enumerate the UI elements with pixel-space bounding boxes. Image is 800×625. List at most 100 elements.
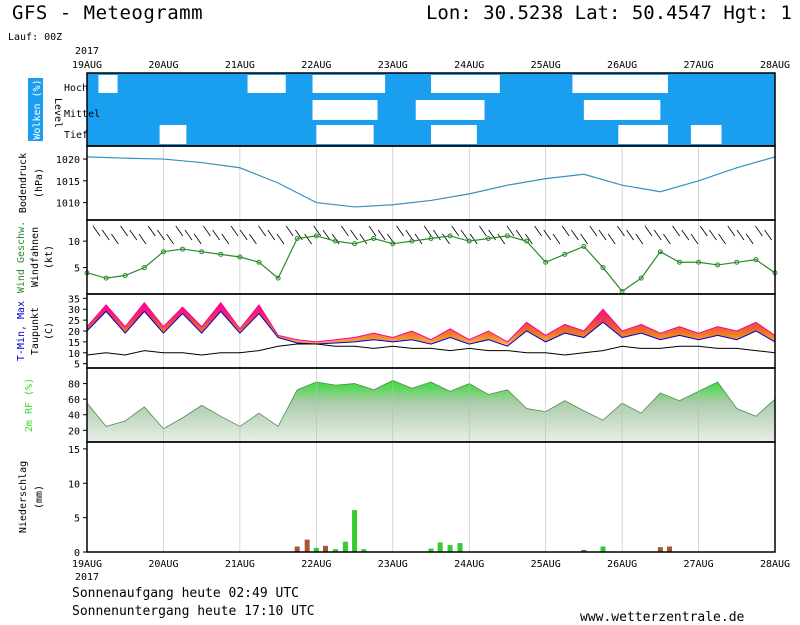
humidity-tick-label: 20 — [68, 426, 80, 437]
wind-barb — [764, 229, 772, 241]
wind-barb — [525, 233, 533, 245]
pressure-unit-label: (hPa) — [34, 168, 45, 198]
wind-speed-line — [86, 235, 776, 293]
wind-barb — [396, 225, 404, 237]
wind-speed-point — [180, 246, 186, 252]
temperature-tick-label: 15 — [68, 338, 80, 349]
cloud-level-axis-label: Level — [52, 98, 63, 128]
wind-speed-point — [676, 259, 682, 265]
wind-barb-axis-label: Windfahnen — [30, 227, 41, 287]
wind-barb — [120, 225, 128, 237]
cloud-axis-label: Wolken (%) — [32, 79, 43, 139]
wind-speed-point — [409, 238, 415, 244]
wind-barb — [147, 225, 156, 237]
wind-speed-point — [237, 254, 243, 260]
humidity-line — [86, 380, 776, 430]
wind-barb — [193, 233, 202, 245]
temperature-axis-label: T-Min, Max — [16, 301, 27, 361]
wind-speed-point — [199, 249, 205, 255]
wind-speed-point — [256, 259, 262, 265]
humidity-tick-label: 80 — [68, 380, 80, 391]
wind-speed-point — [657, 249, 663, 255]
clear-sky-patch — [312, 100, 378, 120]
day-label-top: 22AUG — [301, 60, 331, 71]
wind-barb — [138, 233, 147, 245]
clear-sky-patch — [247, 75, 286, 93]
precip-tick-label: 15 — [68, 445, 80, 456]
humidity-area — [87, 380, 775, 442]
wind-barb — [469, 233, 478, 245]
wind-speed-point — [294, 236, 300, 241]
clear-sky-patch — [316, 125, 374, 144]
wind-barb — [377, 229, 386, 241]
wind-barb — [184, 229, 193, 241]
wind-speed-point — [638, 275, 644, 281]
wind-barb — [690, 233, 699, 245]
precip-bar — [428, 548, 434, 552]
source-link[interactable]: www.wetterzentrale.de — [580, 610, 745, 625]
temperature-tick-label: 30 — [68, 305, 80, 316]
wind-tick-label: 10 — [68, 237, 80, 248]
wind-axis-label: Wind Geschw. — [16, 221, 27, 293]
precip-bar — [600, 546, 606, 552]
precip-bar — [447, 545, 453, 552]
wind-speed-point — [696, 259, 702, 265]
wind-barb — [479, 225, 487, 237]
model-run-label: Lauf: 00Z — [8, 32, 63, 43]
sunset-text: Sonnenuntergang heute 17:10 UTC — [72, 604, 315, 619]
wind-barb — [699, 225, 708, 237]
wind-speed-point — [524, 238, 530, 244]
wind-barb — [111, 233, 119, 245]
clear-sky-patch — [98, 75, 118, 93]
wind-barb — [414, 233, 423, 245]
temperature-tick-label: 20 — [68, 327, 80, 338]
wind-barb — [755, 225, 763, 237]
wind-barb — [515, 229, 524, 241]
pressure-tick-label: 1010 — [56, 199, 80, 210]
wind-barb — [451, 225, 460, 237]
wind-speed-point — [103, 275, 109, 281]
precip-bar — [294, 546, 300, 552]
pressure-tick-label: 1015 — [56, 177, 80, 188]
wind-barb — [635, 233, 644, 245]
wind-barb — [571, 229, 579, 241]
wind-barb — [175, 225, 184, 237]
day-label-bottom: 20AUG — [148, 559, 178, 570]
location-coordinates: Lon: 30.5238 Lat: 50.4547 Hgt: 1 — [425, 2, 792, 24]
precip-bar — [342, 541, 348, 552]
day-label-bottom: 28AUG — [760, 559, 790, 570]
wind-barb — [442, 233, 450, 245]
wind-barb — [736, 229, 745, 241]
pressure-panel-border — [86, 145, 776, 221]
precip-bar — [667, 546, 673, 552]
wind-speed-point — [352, 241, 358, 247]
precip-bar — [304, 539, 310, 552]
precip-tick-label: 5 — [74, 514, 80, 525]
wind-speed-point — [371, 236, 377, 241]
day-label-bottom: 19AUG — [72, 559, 102, 570]
wind-panel-border — [86, 219, 776, 295]
clear-sky-patch — [312, 75, 386, 93]
precip-bar — [581, 549, 587, 552]
temperature-unit-label: (C) — [44, 322, 55, 340]
day-label-top: 19AUG — [72, 60, 102, 71]
wind-speed-point — [734, 259, 740, 265]
clear-sky-patch — [618, 125, 668, 144]
wind-barb — [157, 229, 165, 241]
wind-barb — [745, 233, 754, 245]
wind-speed-point — [753, 257, 759, 263]
clear-sky-patch — [415, 100, 485, 120]
wind-tick-label: 5 — [74, 264, 80, 275]
wind-speed-point — [141, 265, 147, 271]
precip-bar — [657, 547, 663, 552]
pressure-axis-label: Bodendruck — [18, 153, 29, 213]
wind-barb — [267, 229, 276, 241]
day-label-bottom: 24AUG — [454, 559, 484, 570]
wind-barb — [203, 225, 211, 237]
wind-barb — [653, 229, 662, 241]
wind-barb — [230, 225, 239, 237]
wind-barb — [166, 233, 174, 245]
wind-barb — [276, 233, 285, 245]
wind-speed-point — [447, 233, 453, 239]
wind-barb — [304, 233, 312, 245]
